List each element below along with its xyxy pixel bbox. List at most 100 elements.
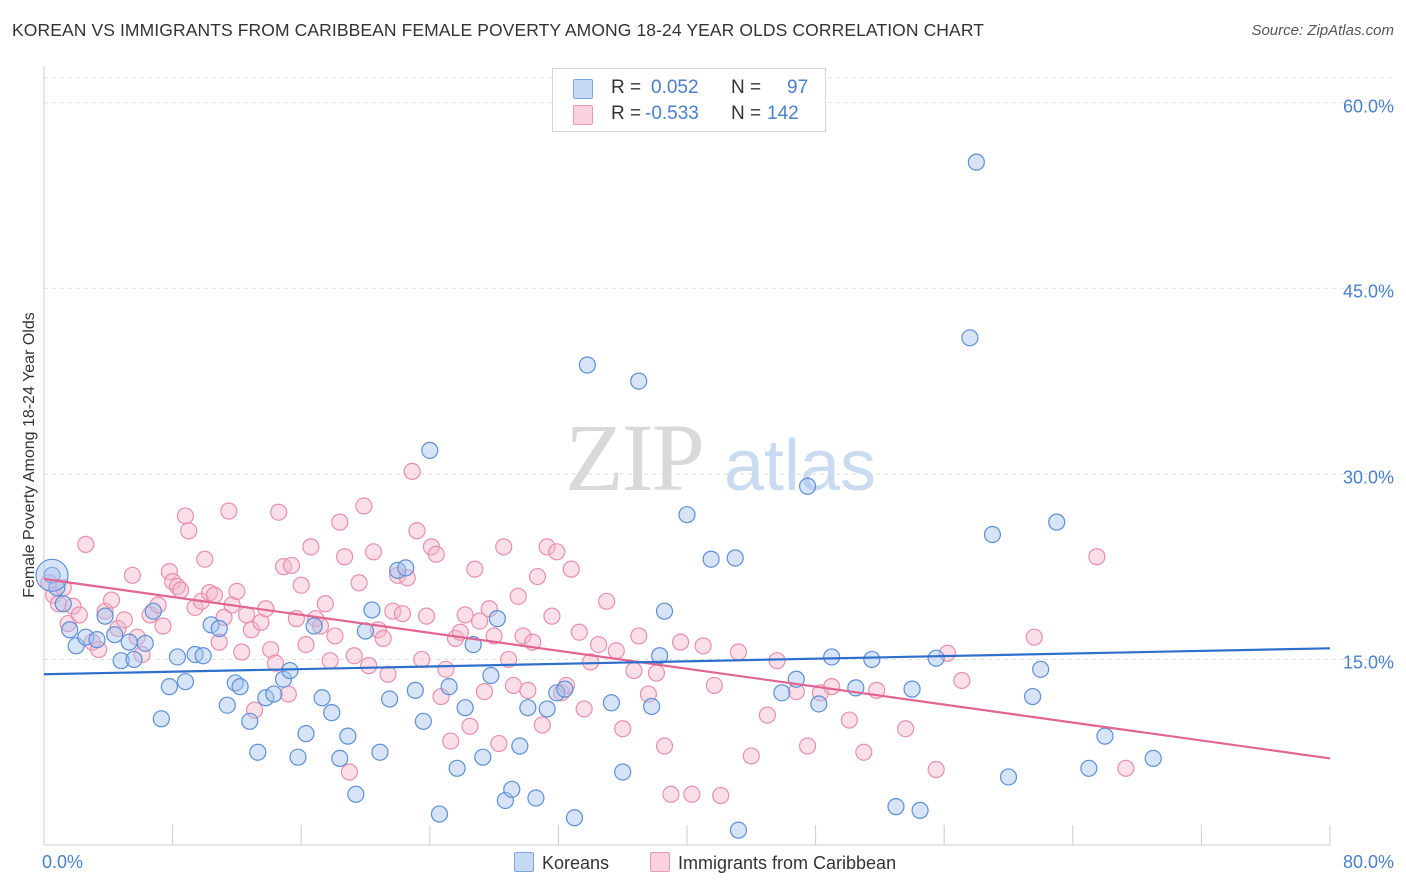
caribbean-point: [671, 633, 690, 651]
korean-point: [54, 595, 72, 613]
korean-point: [863, 650, 881, 669]
caribbean-point: [115, 611, 133, 629]
caribbean-point: [70, 606, 88, 624]
korean-point: [363, 601, 381, 619]
korean-point: [67, 637, 85, 655]
korean-point: [305, 617, 323, 635]
korean-point: [448, 759, 466, 777]
korean-point: [630, 372, 648, 390]
caribbean-point: [1025, 628, 1043, 646]
caribbean-point: [514, 627, 532, 645]
korean-point: [519, 699, 537, 717]
korean-point: [144, 602, 162, 620]
x-tick-max: 80.0%: [1342, 852, 1394, 872]
caribbean-point: [607, 642, 625, 660]
caribbean-point: [266, 654, 285, 672]
caribbean-point: [519, 681, 537, 699]
caribbean-point: [456, 606, 474, 624]
caribbean-point: [742, 747, 760, 765]
y-tick-label: 15.0%: [1342, 652, 1394, 673]
caribbean-point: [614, 720, 632, 738]
korean-point: [440, 678, 458, 696]
korean-point: [503, 780, 521, 798]
korean-point: [231, 678, 249, 696]
korean-point: [77, 628, 95, 646]
korean-point: [548, 684, 566, 702]
korean-point: [1080, 759, 1098, 777]
caribbean-point: [237, 606, 256, 624]
caribbean-point: [471, 612, 489, 630]
caribbean-point: [437, 660, 455, 678]
caribbean-point: [302, 538, 320, 556]
caribbean-point: [59, 614, 77, 633]
caribbean-point: [630, 627, 648, 645]
korean-point: [1024, 687, 1042, 706]
caribbean-point: [504, 676, 522, 695]
caribbean-point: [562, 560, 580, 578]
korean-point: [983, 525, 1002, 544]
caribbean-point: [548, 543, 566, 561]
caribbean-point: [509, 587, 527, 605]
legend-swatch-caribbean: [573, 105, 593, 125]
korean-point: [331, 749, 349, 768]
caribbean-point: [466, 560, 484, 578]
caribbean-point: [340, 763, 359, 781]
korean-point: [202, 616, 220, 634]
x-tick-min: 0.0%: [42, 852, 84, 872]
korean-point: [257, 689, 275, 707]
korean-point: [798, 477, 817, 495]
caribbean-point: [176, 507, 195, 525]
korean-point: [823, 648, 841, 666]
korean-point: [702, 550, 720, 568]
caribbean-point: [729, 643, 748, 661]
caribbean-point: [662, 785, 680, 803]
korean-point: [961, 329, 979, 347]
korean-point: [88, 631, 106, 649]
legend-r-value: 0.052: [651, 77, 699, 98]
korean-point: [474, 748, 492, 766]
caribbean-point: [528, 567, 547, 586]
caribbean-point: [270, 503, 288, 521]
caribbean-point: [647, 664, 666, 682]
korean-point: [614, 763, 632, 781]
korean-point: [160, 678, 178, 696]
korean-point: [887, 798, 905, 816]
korean-point: [125, 650, 143, 669]
korean-point: [194, 647, 212, 665]
caribbean-point: [200, 584, 219, 602]
korean-point-large: [35, 558, 69, 592]
korean-point: [176, 673, 195, 691]
korean-point: [414, 712, 432, 730]
korean-point: [643, 697, 661, 716]
legend-n-label: N =: [731, 77, 762, 98]
korean-point: [903, 680, 921, 698]
korean-point: [120, 633, 138, 651]
korean-point: [1144, 749, 1162, 768]
caribbean-point: [282, 556, 301, 575]
korean-point: [218, 696, 236, 714]
korean-point: [1096, 727, 1114, 745]
caribbean-point: [336, 548, 354, 566]
korean-point: [96, 607, 114, 625]
korean-point: [297, 725, 315, 743]
caribbean-trend-line: [43, 577, 1331, 760]
bottom-legend-label-koreans: Koreans: [542, 853, 610, 873]
caribbean-point: [705, 676, 723, 695]
chart-title: KOREAN VS IMMIGRANTS FROM CARIBBEAN FEMA…: [12, 20, 985, 40]
korean-point: [241, 712, 259, 730]
korean-point: [61, 621, 79, 639]
caribbean-point: [215, 608, 233, 626]
korean-point: [397, 559, 415, 577]
series-caribbean-points: [40, 462, 1135, 805]
caribbean-point: [180, 522, 198, 540]
caribbean-point: [538, 538, 556, 556]
korean-point: [274, 670, 293, 688]
korean-point: [339, 727, 357, 745]
korean-point: [578, 356, 596, 374]
caribbean-point: [172, 581, 190, 599]
korean-point: [313, 689, 331, 707]
legend-n-label: N =: [731, 103, 762, 124]
korean-point: [464, 635, 482, 654]
caribbean-point: [589, 635, 608, 654]
caribbean-point: [625, 661, 643, 680]
